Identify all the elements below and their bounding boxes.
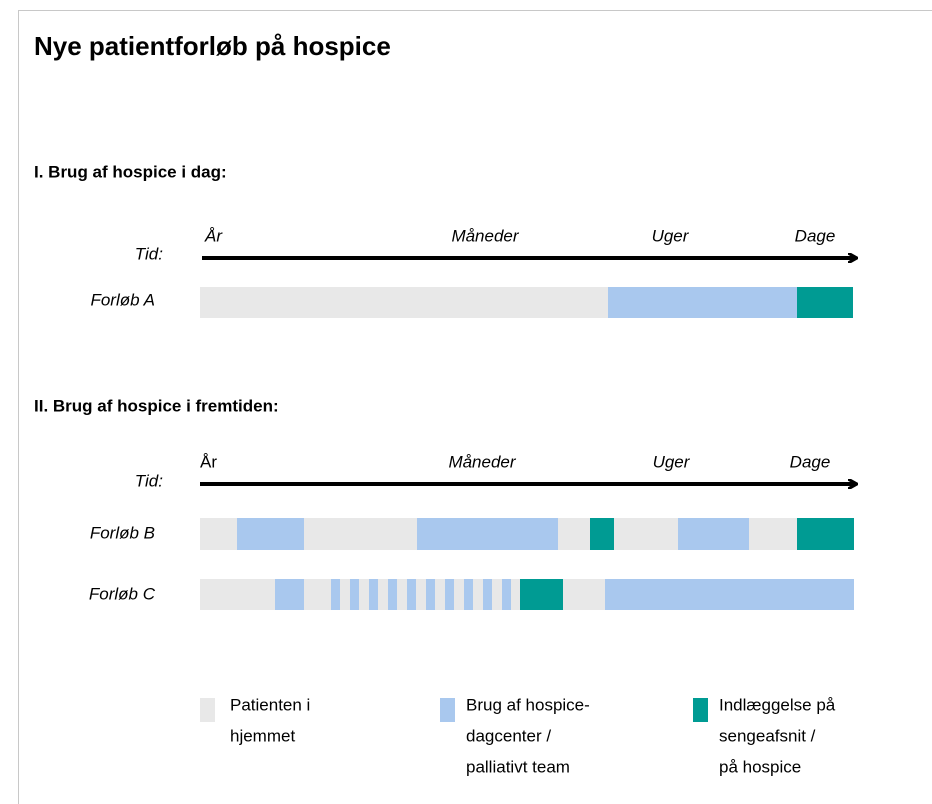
legend-swatch bbox=[693, 698, 708, 722]
legend-swatch bbox=[440, 698, 455, 722]
segment-daycenter bbox=[237, 518, 304, 550]
section-heading: II. Brug af hospice i fremtiden: bbox=[34, 396, 279, 415]
scale-label: Dage bbox=[790, 452, 831, 471]
segment-daycenter bbox=[464, 579, 473, 610]
segment-admission bbox=[797, 287, 853, 318]
segment-daycenter bbox=[275, 579, 304, 610]
timeline-bar bbox=[200, 579, 854, 610]
legend-text: Brug af hospice- bbox=[466, 695, 590, 714]
legend-text: sengeafsnit / bbox=[719, 726, 816, 745]
legend-text: på hospice bbox=[719, 757, 801, 776]
segment-daycenter bbox=[608, 287, 797, 318]
segment-daycenter bbox=[407, 579, 416, 610]
legend-swatch bbox=[200, 698, 215, 722]
scale-label: Uger bbox=[652, 226, 690, 245]
scale-label: Dage bbox=[795, 226, 836, 245]
timeline-bar bbox=[200, 518, 854, 550]
segment-daycenter bbox=[445, 579, 454, 610]
scale-label: Måneder bbox=[448, 452, 516, 471]
legend-text: dagcenter / bbox=[466, 726, 551, 745]
row-label: Forløb B bbox=[90, 523, 155, 542]
segment-daycenter bbox=[426, 579, 435, 610]
segment-daycenter bbox=[605, 579, 854, 610]
segment-daycenter bbox=[417, 518, 558, 550]
time-label: Tid: bbox=[135, 244, 163, 263]
segment-daycenter bbox=[350, 579, 359, 610]
segment-daycenter bbox=[331, 579, 340, 610]
legend-text: hjemmet bbox=[230, 726, 295, 745]
row-label: Forløb C bbox=[89, 584, 156, 603]
segment-daycenter bbox=[369, 579, 378, 610]
segment-daycenter bbox=[483, 579, 492, 610]
segment-admission bbox=[520, 579, 563, 610]
scale-label: Måneder bbox=[451, 226, 519, 245]
timeline-bar bbox=[200, 287, 853, 318]
time-label: Tid: bbox=[135, 471, 163, 490]
section-heading: I. Brug af hospice i dag: bbox=[34, 162, 227, 181]
title: Nye patientforløb på hospice bbox=[34, 31, 391, 61]
scale-label: År bbox=[204, 226, 223, 245]
segment-admission bbox=[590, 518, 614, 550]
segment-daycenter bbox=[502, 579, 511, 610]
segment-daycenter bbox=[678, 518, 749, 550]
legend-text: palliativt team bbox=[466, 757, 570, 776]
segment-daycenter bbox=[388, 579, 397, 610]
legend-text: Indlæggelse på bbox=[719, 695, 836, 714]
row-label: Forløb A bbox=[90, 290, 155, 309]
legend-text: Patienten i bbox=[230, 695, 310, 714]
legend: Patienten i hjemmet Brug af hospice- dag… bbox=[200, 695, 836, 776]
scale-label: År bbox=[200, 452, 217, 471]
frame bbox=[18, 10, 932, 804]
segment-admission bbox=[797, 518, 854, 550]
segment-home bbox=[200, 287, 608, 318]
scale-label: Uger bbox=[653, 452, 691, 471]
